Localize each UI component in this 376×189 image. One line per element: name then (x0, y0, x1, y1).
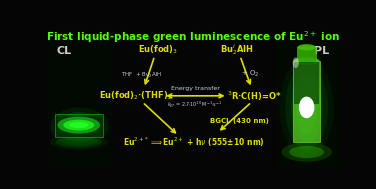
Ellipse shape (63, 120, 94, 130)
Ellipse shape (285, 65, 328, 150)
Ellipse shape (279, 57, 334, 157)
Ellipse shape (289, 146, 324, 158)
Text: Eu(fod)$_3$: Eu(fod)$_3$ (138, 43, 178, 56)
Bar (297, 47, 316, 63)
Ellipse shape (56, 112, 103, 141)
Ellipse shape (293, 57, 320, 65)
Text: $k_{ET}$ = 2.7·10$^{10}$ M$^{-1}$·s$^{-1}$: $k_{ET}$ = 2.7·10$^{10}$ M$^{-1}$·s$^{-1… (167, 100, 223, 110)
Ellipse shape (56, 137, 102, 147)
Ellipse shape (302, 100, 312, 115)
Text: PL: PL (314, 46, 329, 56)
Bar (47, 38, 113, 168)
Text: Eu(fod)$_2$·(THF)$_2$: Eu(fod)$_2$·(THF)$_2$ (100, 90, 173, 102)
Text: THF  + Bu$^i_2$AlH: THF + Bu$^i_2$AlH (121, 69, 162, 80)
Bar (293, 61, 320, 142)
Ellipse shape (50, 107, 109, 146)
Text: BGCL (430 nm): BGCL (430 nm) (210, 118, 268, 124)
Text: + O$_2$: + O$_2$ (241, 69, 259, 79)
Ellipse shape (297, 44, 316, 50)
Text: Energy transfer: Energy transfer (171, 86, 220, 91)
Ellipse shape (60, 116, 99, 137)
Text: First liquid-phase green luminescence of Eu$^{2+}$ ion: First liquid-phase green luminescence of… (46, 29, 340, 45)
Ellipse shape (282, 143, 332, 162)
Text: Bu$^i_2$AlH: Bu$^i_2$AlH (220, 42, 254, 57)
Bar (276, 34, 338, 168)
Ellipse shape (65, 120, 94, 134)
Text: Eu$^{2+*}$$\Longrightarrow$Eu$^{2+}$ + h$\nu$ (555±10 nm): Eu$^{2+*}$$\Longrightarrow$Eu$^{2+}$ + h… (123, 135, 265, 149)
Ellipse shape (50, 134, 108, 150)
Ellipse shape (299, 97, 314, 118)
Text: $^3$R·C(H)=O*: $^3$R·C(H)=O* (227, 89, 282, 102)
Ellipse shape (58, 117, 100, 134)
Ellipse shape (291, 73, 322, 142)
Bar (294, 62, 319, 104)
Ellipse shape (296, 81, 317, 134)
Text: CL: CL (56, 46, 71, 56)
Polygon shape (55, 114, 103, 137)
Ellipse shape (293, 57, 299, 68)
Ellipse shape (69, 122, 88, 128)
